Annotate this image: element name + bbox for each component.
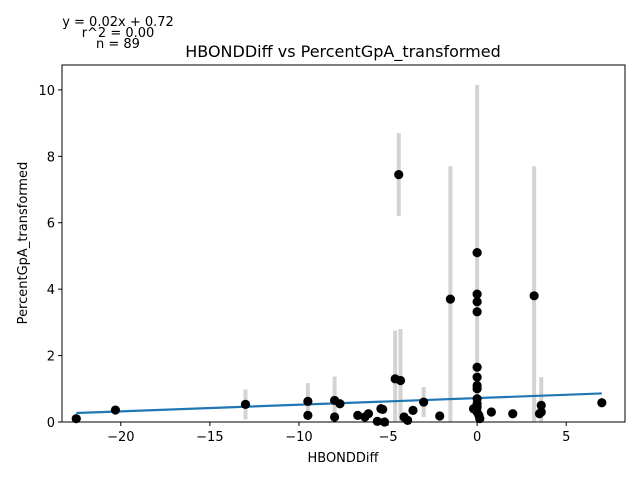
y-tick-label: 0 <box>47 416 55 431</box>
data-point <box>335 399 345 409</box>
data-point <box>472 362 482 372</box>
y-axis-ticks: 0 2 4 6 8 10 <box>38 84 62 431</box>
y-tick-label: 2 <box>47 350 55 365</box>
data-point <box>472 297 482 307</box>
data-point <box>71 414 81 424</box>
data-point <box>529 291 539 301</box>
data-point <box>445 294 455 304</box>
data-point <box>378 404 388 414</box>
data-point <box>472 248 482 258</box>
data-point <box>403 415 413 425</box>
y-axis-label: PercentGpA_transformed <box>16 162 31 325</box>
r-squared-annotation: r^2 = 0.00 <box>82 26 155 41</box>
data-point <box>472 307 482 317</box>
data-point <box>353 410 363 420</box>
data-point <box>597 398 607 408</box>
data-point <box>394 169 404 180</box>
x-tick-label: 5 <box>562 430 570 445</box>
data-point <box>435 411 445 421</box>
data-point <box>363 409 374 419</box>
data-point <box>486 407 496 417</box>
data-point <box>536 400 546 410</box>
y-tick-label: 10 <box>38 84 55 99</box>
data-point <box>508 409 518 419</box>
data-point <box>303 410 313 420</box>
data-point <box>408 405 418 415</box>
data-point <box>419 397 429 407</box>
data-point <box>303 396 313 407</box>
x-tick-label: −5 <box>378 430 397 445</box>
equation-annotation: y = 0.02x + 0.72 <box>62 15 174 30</box>
data-point <box>472 384 482 394</box>
y-tick-label: 6 <box>47 217 55 232</box>
x-tick-label: −10 <box>285 430 312 445</box>
data-point <box>472 289 482 299</box>
x-tick-label: −15 <box>196 430 223 445</box>
x-axis-label: HBONDDiff <box>307 451 379 466</box>
data-point <box>472 372 482 382</box>
x-tick-label: −20 <box>107 430 134 445</box>
chart-title: HBONDDiff vs PercentGpA_transformed <box>185 42 501 62</box>
data-points <box>71 169 607 427</box>
y-tick-label: 4 <box>47 283 55 298</box>
data-point <box>475 414 485 424</box>
plot-frame <box>61 64 626 423</box>
data-point <box>240 399 251 409</box>
data-point <box>110 405 121 415</box>
x-axis-ticks: −20 −15 −10 −5 0 5 <box>107 422 570 445</box>
n-annotation: n = 89 <box>96 37 140 52</box>
data-point <box>395 375 406 386</box>
x-tick-label: 0 <box>473 430 481 445</box>
data-point <box>329 412 340 422</box>
data-point <box>372 416 382 426</box>
y-tick-label: 8 <box>47 150 55 165</box>
data-point <box>536 407 546 417</box>
